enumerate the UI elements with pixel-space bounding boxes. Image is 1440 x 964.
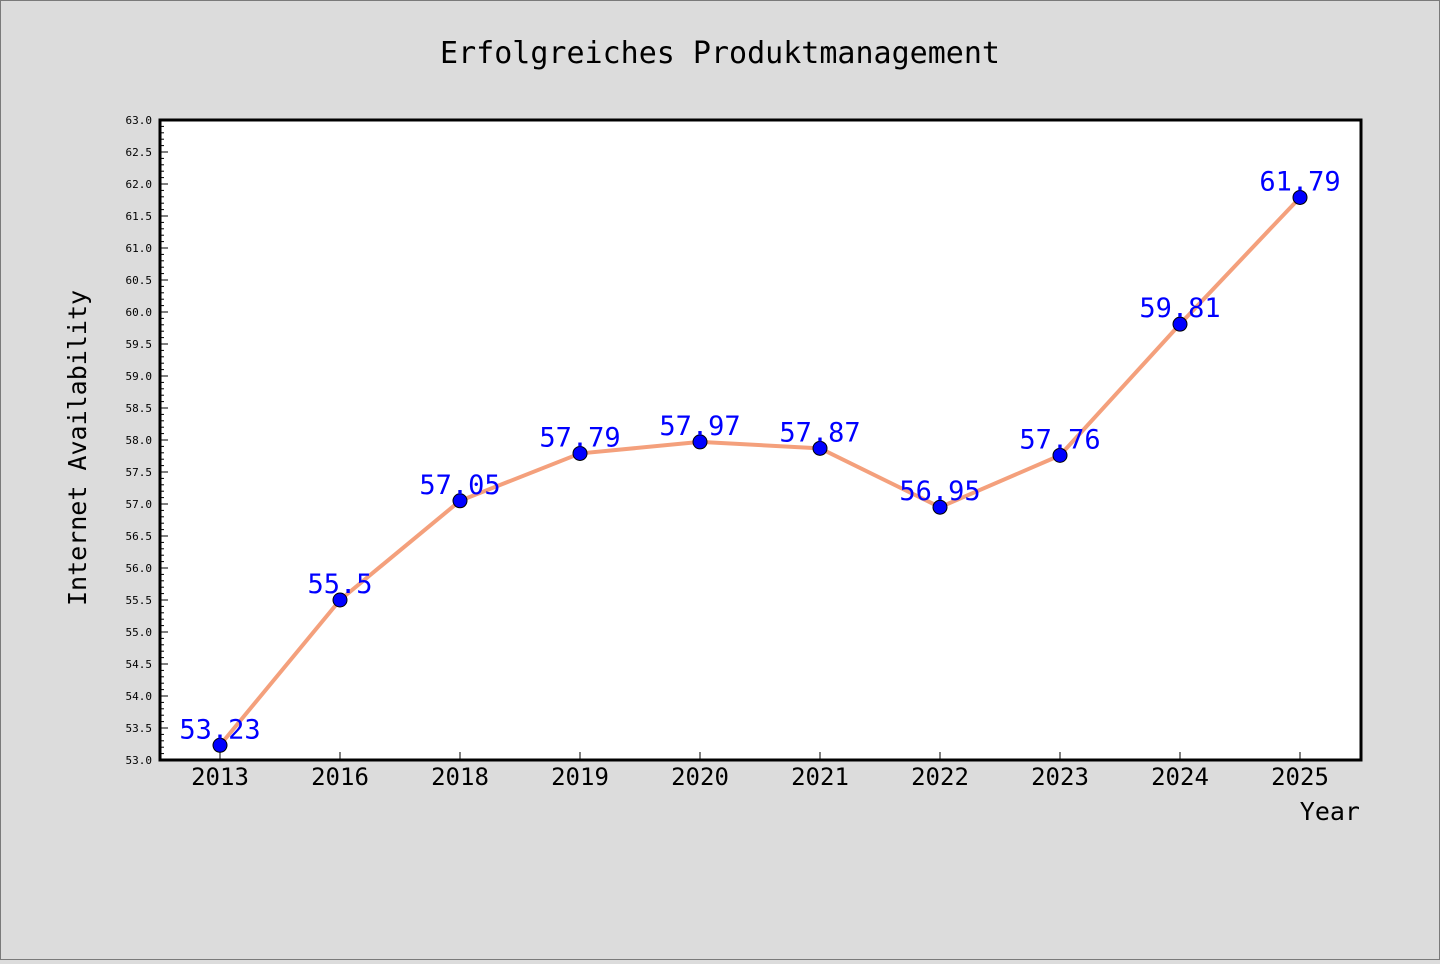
plot-frame (158, 118, 1363, 762)
plot-area (160, 120, 1361, 760)
data-label: 57.76 (1019, 424, 1100, 455)
y-tick-label: 58.0 (126, 434, 153, 447)
x-tick-label: 2013 (191, 763, 249, 791)
y-axis: 53.0 53.5 54.0 54.5 55.0 55.5 56.0 56.5 57.0 57.5… (126, 114, 168, 767)
data-label: 61.79 (1259, 166, 1340, 197)
data-point (332, 592, 348, 608)
chart-title: Erfolgreiches Produktmanagement (440, 36, 1000, 71)
data-label: 53.23 (179, 714, 260, 745)
data-point (1052, 447, 1068, 463)
data-point (1172, 316, 1188, 332)
y-tick-label: 60.0 (126, 306, 153, 319)
y-tick-label: 53.0 (126, 754, 153, 767)
y-tick-label: 56.5 (126, 530, 153, 543)
x-tick-label: 2019 (551, 763, 609, 791)
data-label: 57.97 (659, 411, 740, 442)
y-tick-label: 53.5 (126, 722, 153, 735)
series-line (218, 195, 1302, 748)
data-label: 57.87 (779, 417, 860, 448)
data-point (572, 445, 588, 461)
data-label: 57.05 (419, 470, 500, 501)
data-label: 56.95 (899, 476, 980, 507)
y-tick-label: 61.5 (126, 210, 153, 223)
y-tick-label: 57.5 (126, 466, 153, 479)
x-tick-label: 2018 (431, 763, 489, 791)
y-axis-label: Internet Availability (63, 290, 92, 606)
series-line-group (218, 195, 1302, 748)
x-tick-label: 2020 (671, 763, 729, 791)
x-axis: 2013 2016 2018 2019 2020 2021 2022 2023 2024 2025 (191, 752, 1329, 791)
y-tick-label: 60.5 (126, 274, 153, 287)
data-label: 57.79 (539, 422, 620, 453)
x-tick-label: 2025 (1271, 763, 1329, 791)
x-tick-label: 2016 (311, 763, 369, 791)
data-point (812, 440, 828, 456)
y-tick-label: 54.0 (126, 690, 153, 703)
data-label: 55.5 (307, 569, 372, 600)
y-tick-label: 54.5 (126, 658, 153, 671)
markers-group (212, 189, 1308, 753)
data-point (1292, 189, 1308, 205)
data-point (452, 493, 468, 509)
y-tick-label: 62.0 (126, 178, 153, 191)
y-tick-label: 63.0 (126, 114, 153, 127)
y-tick-label: 59.5 (126, 338, 153, 351)
x-axis-label: Year (1300, 797, 1360, 826)
x-tick-label: 2021 (791, 763, 849, 791)
y-tick-label: 61.0 (126, 242, 153, 255)
data-labels-group: 53.23 55.5 57.05 57.79 57.97 57.87 56.95 57.76 5… (179, 166, 1340, 745)
x-tick-label: 2023 (1031, 763, 1089, 791)
data-point (692, 434, 708, 450)
y-tick-label: 59.0 (126, 370, 153, 383)
data-point (932, 499, 948, 515)
y-tick-label: 55.0 (126, 626, 153, 639)
y-tick-label: 55.5 (126, 594, 153, 607)
y-tick-label: 58.5 (126, 402, 153, 415)
x-tick-label: 2022 (911, 763, 969, 791)
data-point (212, 737, 228, 753)
y-tick-label: 62.5 (126, 146, 153, 159)
y-tick-label: 57.0 (126, 498, 153, 511)
x-tick-label: 2024 (1151, 763, 1209, 791)
y-tick-label: 56.0 (126, 562, 153, 575)
data-label: 59.81 (1139, 293, 1220, 324)
